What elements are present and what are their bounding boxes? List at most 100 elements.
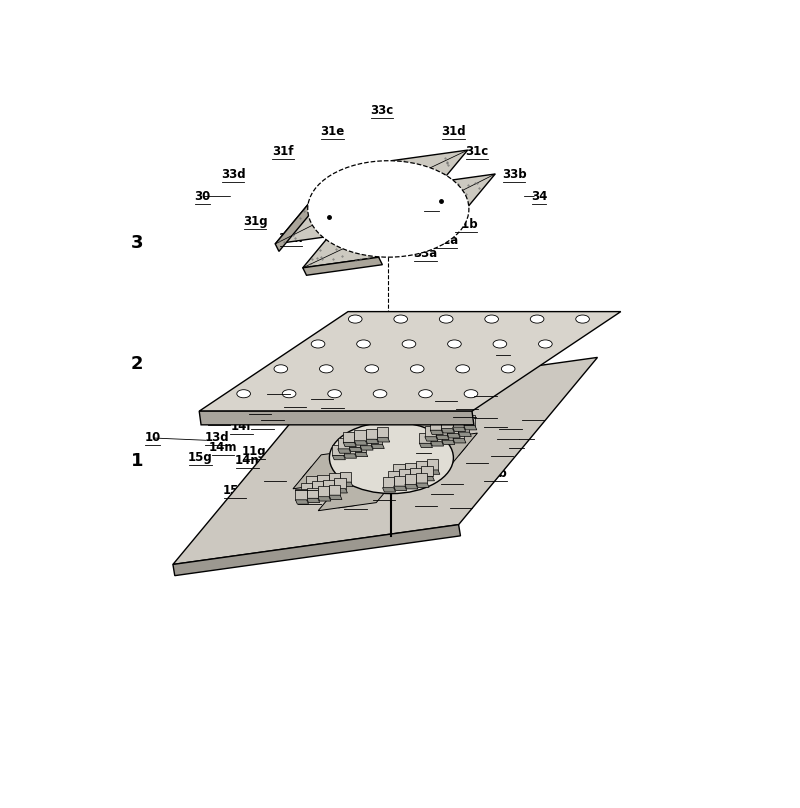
Polygon shape: [464, 415, 475, 426]
Ellipse shape: [485, 315, 498, 323]
Text: 15d: 15d: [474, 381, 498, 394]
Ellipse shape: [282, 389, 296, 398]
Polygon shape: [447, 423, 458, 434]
Polygon shape: [354, 431, 366, 441]
Polygon shape: [388, 481, 401, 486]
Polygon shape: [442, 440, 454, 444]
Polygon shape: [173, 524, 461, 575]
Text: 12: 12: [415, 439, 432, 452]
Polygon shape: [405, 473, 418, 478]
Text: 14f: 14f: [475, 404, 497, 417]
Text: 33b: 33b: [502, 167, 526, 181]
Polygon shape: [389, 433, 478, 475]
Polygon shape: [430, 431, 442, 442]
Polygon shape: [427, 460, 438, 470]
Polygon shape: [410, 478, 423, 482]
Polygon shape: [343, 431, 354, 442]
Polygon shape: [394, 486, 406, 490]
Polygon shape: [199, 312, 621, 411]
Polygon shape: [365, 411, 452, 455]
Text: 33d: 33d: [221, 167, 246, 181]
Text: 31h: 31h: [278, 233, 303, 246]
Text: 31c: 31c: [466, 145, 489, 158]
Polygon shape: [430, 419, 442, 430]
Polygon shape: [405, 474, 416, 485]
Polygon shape: [340, 482, 353, 486]
Polygon shape: [275, 200, 316, 251]
Text: 15c: 15c: [521, 406, 545, 419]
Polygon shape: [323, 490, 336, 494]
Polygon shape: [173, 357, 598, 565]
Polygon shape: [377, 427, 388, 438]
Text: 14n: 14n: [235, 454, 260, 467]
Ellipse shape: [493, 340, 506, 348]
Text: 14c: 14c: [441, 470, 464, 483]
Text: 14d: 14d: [490, 442, 514, 455]
Polygon shape: [416, 472, 429, 476]
Text: 15e: 15e: [266, 380, 290, 393]
Text: 14j: 14j: [285, 393, 306, 406]
Polygon shape: [355, 195, 415, 224]
Polygon shape: [399, 469, 410, 480]
Polygon shape: [312, 492, 325, 496]
Polygon shape: [394, 464, 405, 474]
Ellipse shape: [274, 364, 288, 372]
Polygon shape: [334, 489, 347, 493]
Ellipse shape: [456, 364, 470, 372]
Text: 31d: 31d: [441, 124, 466, 137]
Polygon shape: [329, 485, 340, 495]
Polygon shape: [458, 432, 471, 436]
Polygon shape: [410, 468, 422, 478]
Polygon shape: [303, 445, 467, 477]
Polygon shape: [382, 488, 395, 492]
Text: 14a: 14a: [414, 492, 438, 505]
Polygon shape: [323, 480, 334, 490]
Text: 31a: 31a: [434, 234, 458, 246]
Text: 11h: 11h: [294, 476, 318, 489]
Polygon shape: [425, 427, 436, 436]
Polygon shape: [295, 500, 309, 504]
Text: 34: 34: [530, 190, 547, 203]
Text: 1: 1: [131, 452, 143, 470]
Polygon shape: [332, 445, 343, 456]
Polygon shape: [382, 478, 394, 488]
Ellipse shape: [308, 161, 469, 257]
Polygon shape: [338, 414, 432, 508]
Text: 3: 3: [131, 234, 143, 252]
Polygon shape: [419, 433, 430, 444]
Polygon shape: [453, 439, 466, 443]
Polygon shape: [416, 461, 427, 472]
Ellipse shape: [374, 389, 387, 398]
Polygon shape: [347, 467, 409, 483]
Polygon shape: [387, 174, 495, 229]
Polygon shape: [427, 470, 440, 474]
Polygon shape: [442, 428, 454, 433]
Polygon shape: [312, 482, 323, 492]
Polygon shape: [306, 486, 319, 491]
Polygon shape: [464, 426, 477, 430]
Text: 15a: 15a: [449, 494, 473, 507]
Ellipse shape: [349, 315, 362, 323]
Polygon shape: [422, 466, 433, 477]
Text: 14m: 14m: [209, 440, 237, 454]
Polygon shape: [354, 452, 368, 457]
Polygon shape: [334, 478, 346, 489]
Text: 11f: 11f: [252, 415, 273, 427]
Polygon shape: [357, 150, 468, 203]
Polygon shape: [302, 257, 382, 276]
Text: 11b: 11b: [465, 448, 490, 462]
Text: 30: 30: [194, 190, 210, 203]
Polygon shape: [377, 438, 390, 442]
Polygon shape: [405, 485, 418, 489]
Polygon shape: [453, 417, 464, 427]
Polygon shape: [453, 427, 466, 431]
Text: 15g: 15g: [188, 452, 213, 465]
Ellipse shape: [418, 389, 432, 398]
Text: 11a: 11a: [372, 486, 396, 499]
Polygon shape: [343, 444, 354, 454]
Ellipse shape: [448, 340, 462, 348]
Text: 13a: 13a: [343, 494, 367, 508]
Polygon shape: [329, 495, 342, 499]
Polygon shape: [354, 442, 366, 452]
Text: 15b: 15b: [483, 468, 508, 481]
